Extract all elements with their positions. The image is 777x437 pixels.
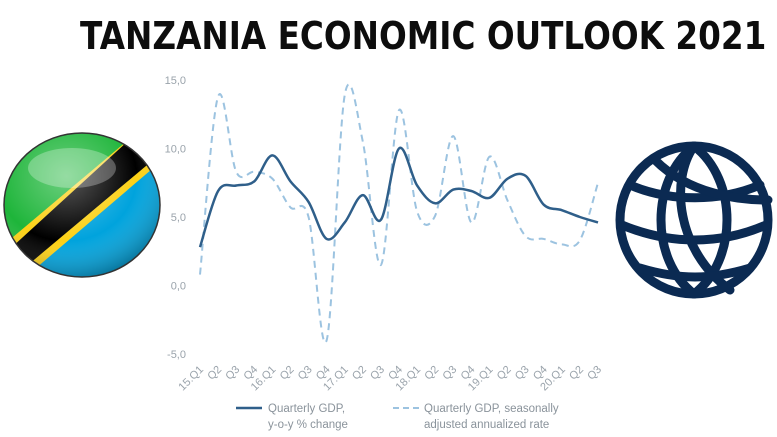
data-point (597, 182, 599, 184)
data-point (579, 239, 581, 241)
data-point (344, 221, 346, 223)
data-point (307, 216, 309, 218)
x-tick-label: Q2 (567, 364, 586, 383)
data-point (524, 235, 526, 237)
data-point (271, 154, 273, 156)
series-lines (198, 83, 599, 344)
data-point (380, 219, 382, 221)
x-tick-label: Q3 (296, 364, 315, 383)
x-tick-label: 15.Q1 (176, 364, 206, 394)
data-point (398, 109, 400, 111)
data-point (543, 203, 545, 205)
y-axis: -5,0 0,0 5,0 10,0 15,0 (165, 75, 186, 361)
x-tick-label: Q2 (422, 364, 441, 383)
data-point (398, 147, 400, 149)
data-point (488, 197, 490, 199)
data-point (452, 135, 454, 137)
data-point (470, 190, 472, 192)
data-point (579, 216, 581, 218)
data-point (253, 180, 255, 182)
data-point (470, 221, 472, 223)
legend-label: Quarterly GDP, y-o-y % change (268, 403, 348, 431)
data-point (597, 221, 599, 223)
data-point (434, 202, 436, 204)
x-tick-label: Q2 (205, 364, 224, 383)
data-point (561, 209, 563, 211)
data-point (362, 140, 364, 142)
data-point (217, 95, 219, 97)
data-point (362, 194, 364, 196)
data-point (561, 243, 563, 245)
y-tick-label: -5,0 (167, 349, 186, 361)
data-point (416, 210, 418, 212)
data-point (416, 184, 418, 186)
data-point (325, 339, 327, 341)
data-point (524, 175, 526, 177)
data-point (344, 94, 346, 96)
y-tick-label: 15,0 (165, 75, 186, 87)
x-tick-label: Q2 (495, 364, 514, 383)
data-point (307, 201, 309, 203)
x-tick-label: Q2 (350, 364, 369, 383)
data-point (235, 171, 237, 173)
x-tick-label: Q3 (368, 364, 387, 383)
data-point (235, 184, 237, 186)
data-point (543, 238, 545, 240)
y-tick-label: 0,0 (171, 281, 186, 293)
x-tick-label: Q3 (223, 364, 242, 383)
data-point (380, 264, 382, 266)
data-point (253, 171, 255, 173)
legend-label: Quarterly GDP, seasonally adjusted annual… (424, 403, 559, 431)
data-point (199, 246, 201, 248)
data-point (434, 214, 436, 216)
data-point (325, 238, 327, 240)
x-tick-label: Q2 (278, 364, 297, 383)
data-point (199, 273, 201, 275)
world-bank-globe-icon (615, 141, 773, 299)
data-point (506, 199, 508, 201)
data-point (506, 177, 508, 179)
y-tick-label: 5,0 (171, 212, 186, 224)
y-tick-label: 10,0 (165, 144, 186, 156)
x-tick-label: Q3 (441, 364, 460, 383)
tanzania-flag-icon (3, 132, 161, 278)
chart-legend: Quarterly GDP, y-o-y % change Quarterly GD… (236, 403, 559, 431)
data-point (289, 206, 291, 208)
data-point (452, 188, 454, 190)
page-title: TANZANIA ECONOMIC OUTLOOK 2021 (80, 14, 767, 58)
x-tick-label: Q3 (585, 364, 604, 383)
series-line-sa-annualized (199, 83, 599, 344)
data-point (271, 177, 273, 179)
x-tick-label: Q3 (513, 364, 532, 383)
series-line-yoy (198, 146, 599, 248)
data-point (488, 156, 490, 158)
data-point (289, 180, 291, 182)
data-point (217, 190, 219, 192)
